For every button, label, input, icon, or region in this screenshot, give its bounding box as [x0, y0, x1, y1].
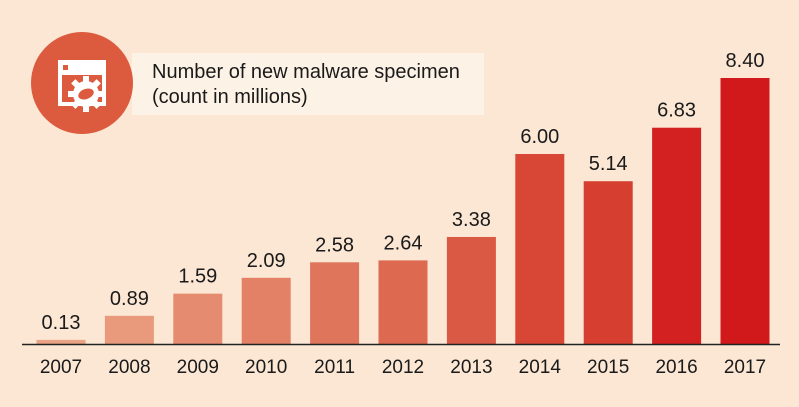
- x-tick-label: 2011: [314, 357, 355, 378]
- chart-subtitle: (count in millions): [152, 86, 308, 108]
- value-label: 8.40: [726, 50, 765, 72]
- bar-2013: [446, 236, 496, 344]
- bar-2008: [104, 315, 154, 344]
- bar-2010: [241, 277, 291, 344]
- x-tick-label: 2016: [655, 357, 697, 378]
- x-tick-label: 2014: [519, 357, 562, 378]
- value-label: 0.13: [42, 312, 81, 334]
- value-label: 5.14: [589, 153, 628, 175]
- bar-2007: [36, 339, 86, 344]
- x-tick-label: 2008: [108, 357, 150, 378]
- badge-circle: [31, 32, 133, 134]
- bar-2014: [515, 154, 565, 344]
- x-tick-label: 2013: [450, 357, 492, 378]
- value-label: 2.09: [247, 250, 286, 272]
- bar-2012: [378, 260, 428, 344]
- bar-2017: [720, 78, 770, 344]
- value-label: 6.83: [657, 100, 696, 122]
- chart-title: Number of new malware specimen: [152, 61, 460, 83]
- x-tick-label: 2012: [382, 357, 424, 378]
- value-label: 3.38: [452, 209, 491, 231]
- bar-2016: [652, 127, 702, 344]
- malware-gear-window-icon: [58, 60, 106, 112]
- value-label: 1.59: [178, 266, 217, 288]
- value-label: 0.89: [110, 288, 149, 310]
- value-label: 2.58: [315, 234, 354, 256]
- value-label: 2.64: [384, 232, 423, 254]
- bar-2009: [173, 293, 223, 344]
- x-tick-label: 2007: [40, 357, 82, 378]
- title-box: [132, 53, 484, 115]
- chart-title-block: Number of new malware specimen (count in…: [152, 60, 460, 110]
- x-tick-label: 2010: [245, 357, 287, 378]
- bar-2011: [310, 262, 360, 344]
- x-tick-label: 2017: [724, 357, 766, 378]
- x-tick-label: 2015: [587, 357, 629, 378]
- value-label: 6.00: [520, 126, 559, 148]
- x-tick-label: 2009: [177, 357, 219, 378]
- bar-2015: [583, 181, 633, 344]
